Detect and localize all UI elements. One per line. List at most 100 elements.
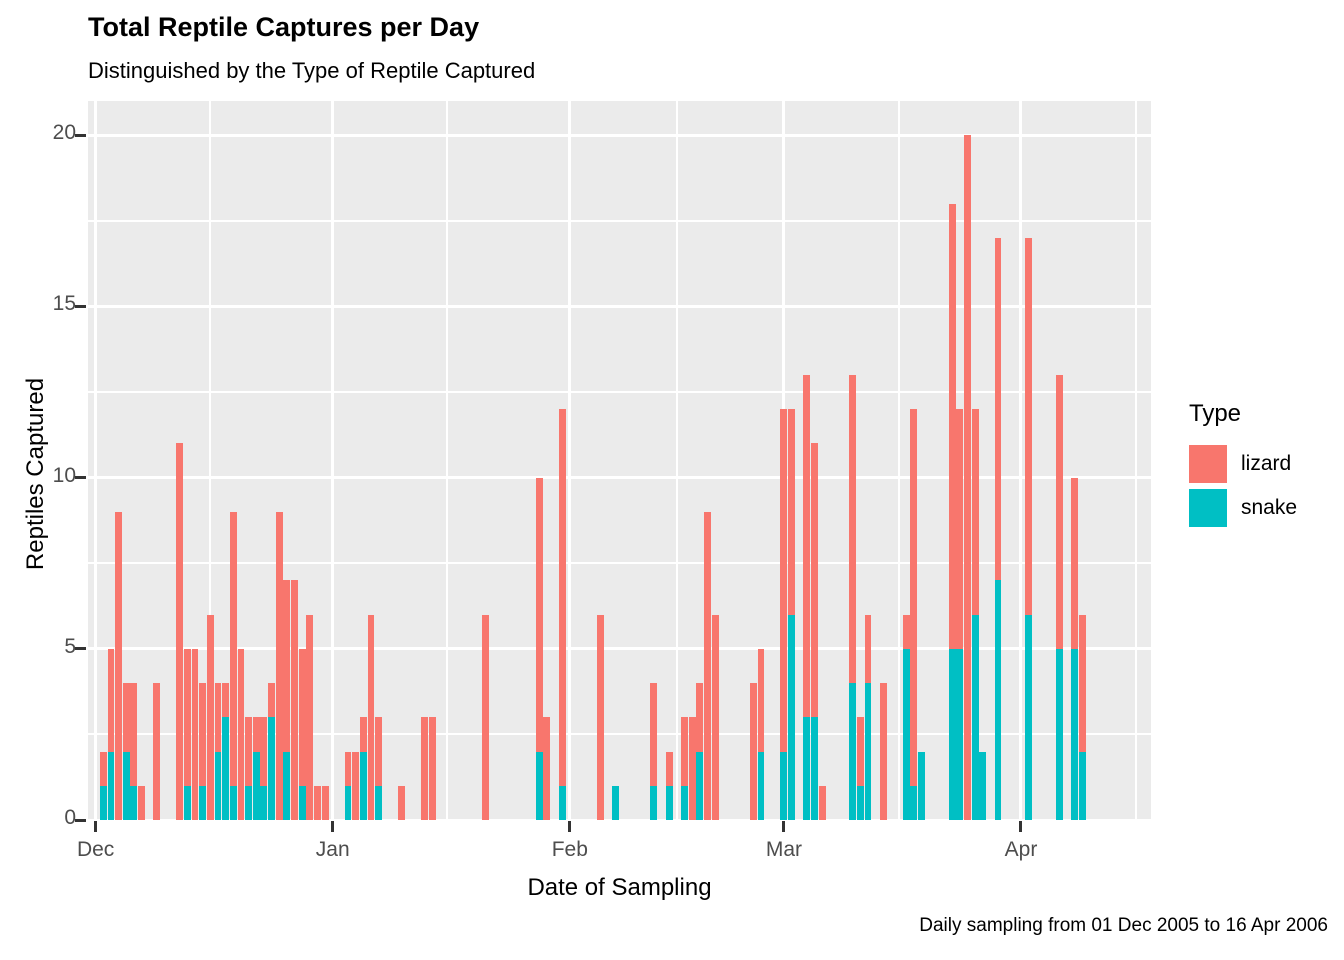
- bar-segment-lizard: [956, 409, 964, 649]
- bar-segment-lizard: [260, 717, 268, 786]
- y-tick-mark: [75, 647, 86, 651]
- bar-stack: [864, 614, 872, 820]
- gridline-x-major: [331, 101, 335, 820]
- bar-stack: [398, 785, 405, 820]
- bar-segment-lizard: [428, 717, 436, 820]
- bar-stack: [1078, 614, 1086, 820]
- bar-segment-lizard: [780, 409, 788, 752]
- bar-stack: [237, 648, 245, 820]
- bar-segment-lizard: [971, 409, 979, 615]
- bar-stack: [107, 648, 115, 820]
- bar-stack: [849, 374, 857, 820]
- bar-segment-lizard: [788, 409, 795, 615]
- bar-stack: [153, 683, 161, 820]
- bar-segment-snake: [229, 785, 237, 820]
- bar-stack: [704, 511, 711, 820]
- x-tick-mark: [94, 821, 98, 832]
- bar-stack: [918, 751, 925, 820]
- bar-segment-lizard: [688, 717, 696, 820]
- bar-segment-lizard: [818, 785, 826, 820]
- bar-segment-lizard: [482, 614, 490, 820]
- bar-segment-lizard: [153, 683, 161, 820]
- bar-segment-snake: [122, 751, 130, 820]
- gridline-y-major: [88, 476, 1151, 480]
- bar-stack: [681, 717, 688, 820]
- y-tick-label: 0: [64, 806, 76, 829]
- bar-segment-lizard: [757, 648, 765, 752]
- bar-stack: [558, 409, 566, 820]
- bar-segment-snake: [696, 751, 704, 820]
- bar-segment-snake: [222, 717, 230, 820]
- bar-segment-snake: [359, 751, 367, 820]
- bar-segment-lizard: [1071, 477, 1078, 649]
- bar-segment-lizard: [344, 751, 352, 786]
- bar-segment-lizard: [222, 683, 230, 718]
- bar-segment-lizard: [306, 614, 314, 820]
- bar-stack: [375, 717, 383, 820]
- bar-segment-snake: [1078, 751, 1086, 820]
- bar-segment-lizard: [191, 648, 199, 820]
- bar-stack: [964, 135, 971, 820]
- bar-stack: [199, 683, 207, 820]
- bar-stack: [535, 477, 543, 820]
- bar-stack: [291, 580, 298, 820]
- gridline-x-minor: [209, 101, 212, 820]
- bar-segment-lizard: [138, 785, 145, 820]
- gridline-y-major: [88, 647, 1151, 651]
- bar-segment-snake: [780, 751, 788, 820]
- bar-segment-snake: [252, 751, 260, 820]
- gridline-y-minor: [88, 733, 1151, 736]
- bar-segment-snake: [994, 580, 1002, 820]
- bar-segment-lizard: [879, 683, 887, 820]
- bar-segment-lizard: [849, 374, 857, 684]
- legend-item-snake[interactable]: snake: [1189, 486, 1297, 530]
- bar-stack: [1071, 477, 1078, 820]
- bar-segment-lizard: [856, 717, 864, 786]
- bar-segment-lizard: [803, 374, 811, 718]
- bar-stack: [612, 785, 620, 820]
- bar-segment-lizard: [421, 717, 428, 820]
- bar-segment-lizard: [122, 683, 130, 752]
- y-tick-mark: [75, 476, 86, 480]
- bar-stack: [252, 717, 260, 820]
- x-tick-label: Mar: [765, 838, 802, 861]
- bar-stack: [596, 614, 604, 820]
- bar-segment-snake: [558, 785, 566, 820]
- bar-segment-lizard: [321, 785, 329, 820]
- bar-stack: [130, 683, 138, 820]
- bar-segment-lizard: [283, 580, 291, 752]
- legend-label-snake: snake: [1241, 496, 1298, 519]
- x-tick-mark: [331, 821, 335, 832]
- bar-segment-snake: [245, 785, 253, 820]
- y-tick-label: 5: [64, 634, 76, 658]
- bar-segment-snake: [268, 717, 275, 820]
- bar-segment-snake: [1025, 614, 1033, 820]
- legend-item-lizard[interactable]: lizard: [1189, 442, 1297, 486]
- bar-segment-snake: [803, 717, 811, 820]
- x-tick-label: Apr: [1004, 838, 1038, 861]
- gridline-y-minor: [88, 562, 1151, 565]
- y-tick-label: 10: [52, 463, 76, 487]
- bar-stack: [1025, 237, 1033, 820]
- bar-segment-snake: [681, 785, 688, 820]
- bar-stack: [275, 511, 283, 820]
- bar-segment-snake: [849, 683, 857, 820]
- bar-segment-lizard: [711, 614, 719, 820]
- bar-stack: [268, 683, 275, 820]
- page-title: Total Reptile Captures per Day: [88, 12, 480, 42]
- bar-stack: [191, 648, 199, 820]
- bar-stack: [122, 683, 130, 820]
- bar-segment-lizard: [681, 717, 688, 786]
- bar-stack: [948, 203, 956, 820]
- bar-segment-lizard: [1078, 614, 1086, 752]
- bar-stack: [665, 751, 673, 820]
- bar-segment-snake: [107, 751, 115, 820]
- bar-segment-snake: [99, 785, 107, 820]
- bar-segment-lizard: [696, 683, 704, 752]
- bar-segment-snake: [214, 751, 222, 820]
- bar-segment-lizard: [352, 751, 360, 820]
- x-tick-label: Jan: [315, 838, 350, 861]
- bar-segment-lizard: [229, 511, 237, 786]
- bar-segment-snake: [788, 614, 795, 820]
